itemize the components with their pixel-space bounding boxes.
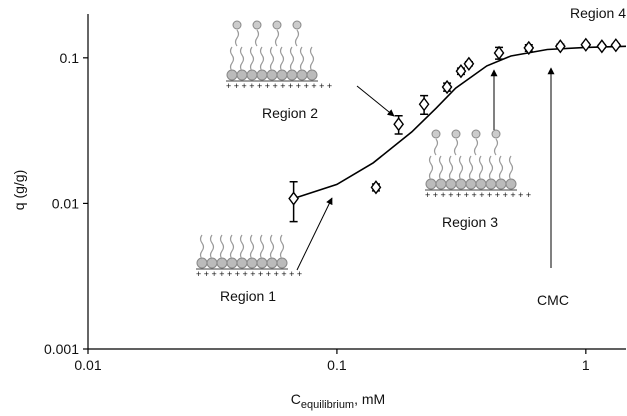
data-point: [495, 47, 504, 59]
y-axis-title: q (g/g): [11, 170, 27, 210]
chart: + + + + + + + + + + + + + + Region 1 Reg…: [0, 0, 627, 411]
data-point: [556, 40, 565, 52]
annotation: CMC: [537, 292, 569, 308]
annotation: Region 3: [442, 214, 498, 230]
y-tick-label: 0.1: [60, 50, 80, 66]
y-tick-label: 0.01: [52, 195, 79, 211]
data-point: [581, 39, 590, 51]
data-point: [464, 58, 473, 70]
annotation: Region 2: [262, 105, 318, 121]
x-axis-title: Cequilibrium, mM: [291, 391, 385, 411]
x-tick-label: 0.01: [74, 357, 101, 373]
data-point: [394, 118, 403, 130]
x-title-sub: equilibrium: [301, 399, 354, 411]
x-tick-label: 0.1: [327, 357, 347, 373]
y-tick-label: 0.001: [44, 341, 79, 357]
data-point: [289, 193, 298, 205]
data-point: [611, 39, 620, 51]
data-point: [456, 65, 465, 77]
x-title-rest: , mM: [354, 391, 385, 407]
data-point: [597, 40, 606, 52]
x-title-main: C: [291, 391, 301, 407]
annotation: Region 1: [220, 288, 276, 304]
data-point: [420, 98, 429, 110]
x-tick-label: 1: [582, 357, 590, 373]
surfactant-drawings: [196, 21, 531, 279]
annotation: Region 4: [570, 5, 626, 21]
